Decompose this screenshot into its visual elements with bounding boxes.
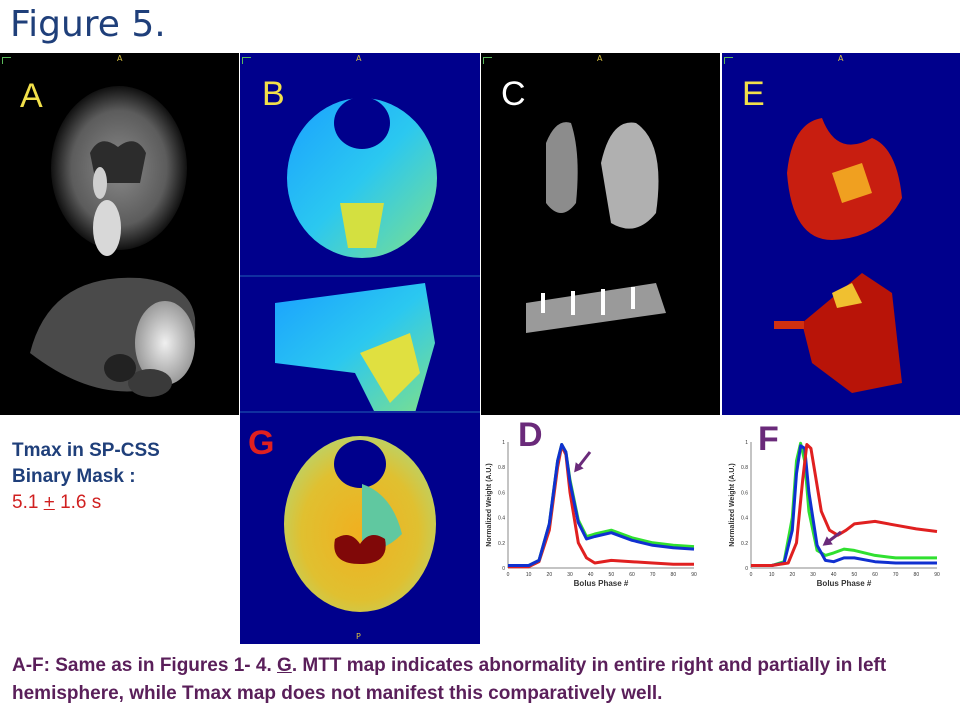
y-axis-label: Normalized Weight (A.U.) <box>486 463 493 546</box>
note-line-1: Tmax in SP-CSS <box>12 440 160 461</box>
x-tick-label: 30 <box>810 572 816 578</box>
x-tick-label: 0 <box>750 572 753 578</box>
y-tick-label: 0.4 <box>741 516 748 522</box>
panel-e-map: A E <box>722 53 960 415</box>
x-tick-label: 40 <box>588 572 594 578</box>
figure-caption: A-F: Same as in Figures 1- 4. G. MTT map… <box>12 652 952 708</box>
x-tick-label: 40 <box>831 572 837 578</box>
series-line-red <box>508 444 694 569</box>
caption-g: G <box>277 655 292 676</box>
x-tick-label: 60 <box>872 572 878 578</box>
y-tick-label: 0.6 <box>498 490 505 496</box>
orientation-marker <box>242 57 251 64</box>
dwi-image <box>30 86 196 397</box>
y-tick-label: 0.4 <box>498 516 505 522</box>
caption-part-2: . MTT map indicates abnormality in entir… <box>12 655 887 704</box>
parametric-map-c <box>526 122 666 333</box>
y-tick-label: 0 <box>745 566 748 572</box>
y-tick-label: 0.2 <box>498 541 505 547</box>
panel-label-b: B <box>262 75 285 113</box>
series-line-green <box>751 441 937 567</box>
y-tick-label: 1 <box>502 440 505 446</box>
orient-label: A <box>117 54 123 63</box>
arrow-head <box>822 536 833 546</box>
caption-part-1: A-F: Same as in Figures 1- 4. <box>12 655 278 676</box>
orient-label: A <box>838 54 844 63</box>
x-tick-label: 30 <box>567 572 573 578</box>
panel-b-map: A B <box>240 53 480 415</box>
orientation-marker <box>2 57 11 64</box>
x-tick-label: 80 <box>914 572 920 578</box>
x-tick-label: 10 <box>526 572 532 578</box>
series-line-blue <box>751 444 937 567</box>
y-tick-label: 0 <box>502 566 505 572</box>
orient-label: A <box>597 54 603 63</box>
y-tick-label: 0.8 <box>741 465 748 471</box>
x-tick-label: 50 <box>609 572 615 578</box>
panel-label-a: A <box>20 77 43 115</box>
x-tick-label: 10 <box>769 572 775 578</box>
orientation-marker <box>483 57 492 64</box>
series-line-red <box>751 443 938 567</box>
parametric-map-e <box>774 118 902 393</box>
y-tick-label: 0.8 <box>498 465 505 471</box>
note-value-b: 1.6 s <box>54 492 102 513</box>
parametric-map-b <box>240 97 480 413</box>
x-tick-label: 90 <box>934 572 940 578</box>
y-tick-label: 0.6 <box>741 490 748 496</box>
panel-label-d: D <box>518 416 543 454</box>
y-tick-label: 1 <box>745 440 748 446</box>
orient-label: P <box>356 632 361 641</box>
note-line-2: Binary Mask : <box>12 466 136 487</box>
x-tick-label: 80 <box>671 572 677 578</box>
tmax-note: Tmax in SP-CSS Binary Mask : 5.1 + 1.6 s <box>12 438 160 516</box>
mtt-map-g <box>284 436 436 612</box>
y-tick-label: 0.2 <box>741 541 748 547</box>
x-tick-label: 70 <box>893 572 899 578</box>
arrow-icon <box>822 530 842 546</box>
orientation-marker <box>724 57 733 64</box>
x-tick-label: 20 <box>790 572 796 578</box>
note-plus-minus: + <box>43 492 55 513</box>
panel-a-dwi: A A <box>0 53 239 415</box>
note-value-a: 5.1 <box>12 492 44 513</box>
arrow-head <box>574 462 584 473</box>
panel-label-c: C <box>501 75 526 113</box>
panel-g-map: P G <box>240 414 480 644</box>
arrow-icon <box>574 451 592 473</box>
y-axis-label: Normalized Weight (A.U.) <box>729 463 736 546</box>
x-tick-label: 20 <box>547 572 553 578</box>
chart-d: 0 10 20 30 40 50 60 70 80 90 0 0.2 0.4 0.6 0.8 1 Bolus P… <box>486 440 697 588</box>
x-tick-label: 50 <box>852 572 858 578</box>
x-tick-label: 60 <box>629 572 635 578</box>
x-tick-label: 70 <box>650 572 656 578</box>
panel-label-e: E <box>742 75 765 113</box>
orient-label: A <box>356 54 362 63</box>
figure-title: Figure 5. <box>10 4 166 45</box>
chart-f: 0 10 20 30 40 50 60 70 80 90 0 0.2 0.4 0.6 0.8 1 Bolus P… <box>729 440 940 588</box>
x-tick-label: 90 <box>691 572 697 578</box>
note-value: 5.1 + 1.6 s <box>12 490 160 516</box>
panel-label-f: F <box>758 420 779 458</box>
panel-label-g: G <box>248 424 275 462</box>
x-axis-label: Bolus Phase # <box>574 579 629 588</box>
x-tick-label: 0 <box>507 572 510 578</box>
panel-c-map: A C <box>481 53 720 415</box>
x-axis-label: Bolus Phase # <box>817 579 872 588</box>
series-line-blue <box>508 443 695 567</box>
